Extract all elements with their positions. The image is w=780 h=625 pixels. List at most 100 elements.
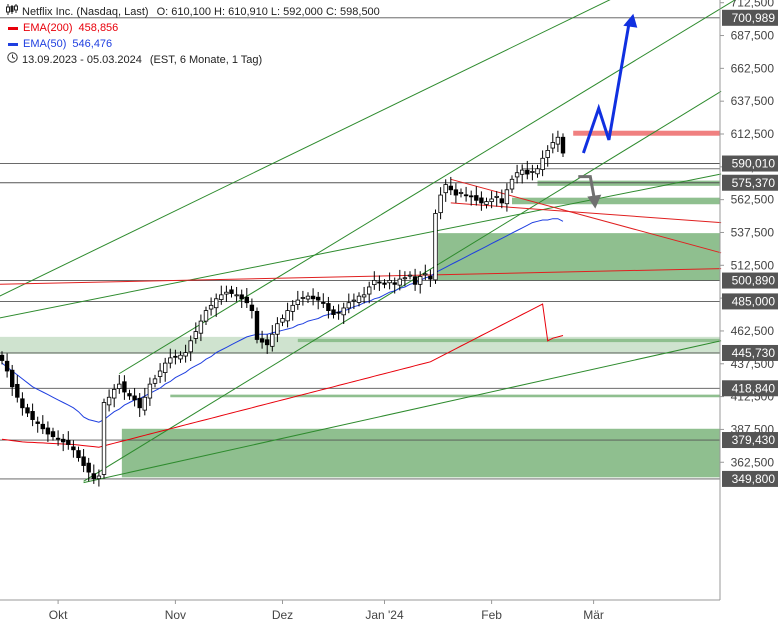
support-zones [0,130,721,478]
price-level-box [722,344,778,361]
trend-channel-red-upper [450,178,722,254]
candle-body [300,297,306,299]
candle-body [188,340,193,353]
candle-body [463,194,469,197]
ema50-swatch [8,42,18,46]
candle-body [356,295,362,303]
legend-period: 13.09.2023 - 05.03.2024 [22,54,142,66]
x-axis: Okt Nov Dez Jan '24 Feb Mär [0,599,720,622]
x-tick-label: Feb [481,608,502,622]
candle-body [219,294,224,300]
candle-body [239,294,244,300]
candle-body [117,383,122,389]
candle-body [453,189,459,196]
candle-body [443,184,448,194]
candle-body [229,289,234,294]
trend-lines [0,0,736,484]
candle-body [499,198,504,204]
candle-body [183,352,188,357]
candle-body [208,304,214,310]
candle-body [428,275,433,280]
candle-body [147,383,153,399]
legend-period-row: 13.09.2023 - 05.03.2024 (EST, 6 Monate, … [6,52,380,68]
candle-body [213,298,219,309]
legend-instrument-row: Netflix Inc. (Nasdaq, Last) O: 610,100 H… [6,4,380,20]
candle-body [377,281,382,284]
candle-body [412,276,418,285]
candle-body [137,397,142,409]
price-level-box [722,380,778,397]
price-level-box [722,293,778,310]
candle-body [96,475,102,480]
candle-body [234,294,239,297]
candle-body [417,276,423,285]
candle-body [259,338,265,343]
price-level-label: 500,890 [732,274,776,288]
price-level-label: 379,430 [732,433,776,447]
candle-body [132,395,137,401]
candle-body [310,295,316,300]
candle-body [55,437,61,440]
price-level-box [722,470,778,487]
candle-body [509,178,515,190]
candle-body [15,383,20,398]
candle-body [305,295,311,300]
candle-body [361,294,367,298]
candle-body [479,197,484,204]
price-level-label: 700,989 [732,11,776,25]
candle-body [173,355,178,358]
trend-channel-lower [83,90,722,482]
x-tick-label: Dez [272,608,293,622]
pullback-arrow-head [587,194,602,209]
candle-body [66,439,71,445]
candle-body [341,307,346,316]
range-box [521,163,721,170]
candle-body [4,360,10,372]
x-tick-label: Nov [165,608,186,622]
candle-body [71,446,76,451]
candle-body [81,456,86,466]
candle-body [168,357,173,364]
candle-body [25,407,30,414]
candle-body [86,462,91,473]
legend-ema200-label: EMA(200) [23,22,73,34]
candle-body [264,339,270,346]
price-level-box [722,155,778,172]
trend-channel-upper [0,0,611,297]
candle-body [397,278,402,286]
candle-body [351,299,357,302]
y-tick-label: 362,500 [731,455,775,469]
candle-body [392,282,397,285]
candle-body [50,431,56,438]
candle-body [555,136,561,145]
candle-body [91,473,96,480]
candle-body [203,310,209,322]
candle-body [438,194,443,214]
candle-body [249,304,255,311]
forecast-arrow-head [623,13,638,28]
candle-body [101,402,107,475]
legend-ohlc: O: 610,100 H: 610,910 L: 592,000 C: 598,… [156,6,380,18]
x-tick-label: Mär [583,608,604,622]
x-tick-label: Okt [49,608,68,622]
price-level-label: 485,000 [732,294,776,308]
candle-body [106,396,112,406]
support-zone-thin [297,338,720,343]
candle-body [474,195,479,201]
y-tick-label: 662,500 [731,61,775,75]
support-zone-lower [121,428,721,478]
candle-body [560,136,566,154]
candle-body [198,320,204,334]
y-tick-label: 637,500 [731,94,775,108]
candle-body [127,393,132,397]
candle-body [504,189,510,205]
candle-body [448,185,453,191]
forecast-arrow-up [581,21,631,154]
price-level-box [722,9,778,26]
candle-body [494,195,499,198]
candle-body [0,354,5,361]
ema200-line [1,303,564,448]
candle-body [423,273,428,276]
candle-body [535,168,540,175]
price-level-box [722,272,778,289]
